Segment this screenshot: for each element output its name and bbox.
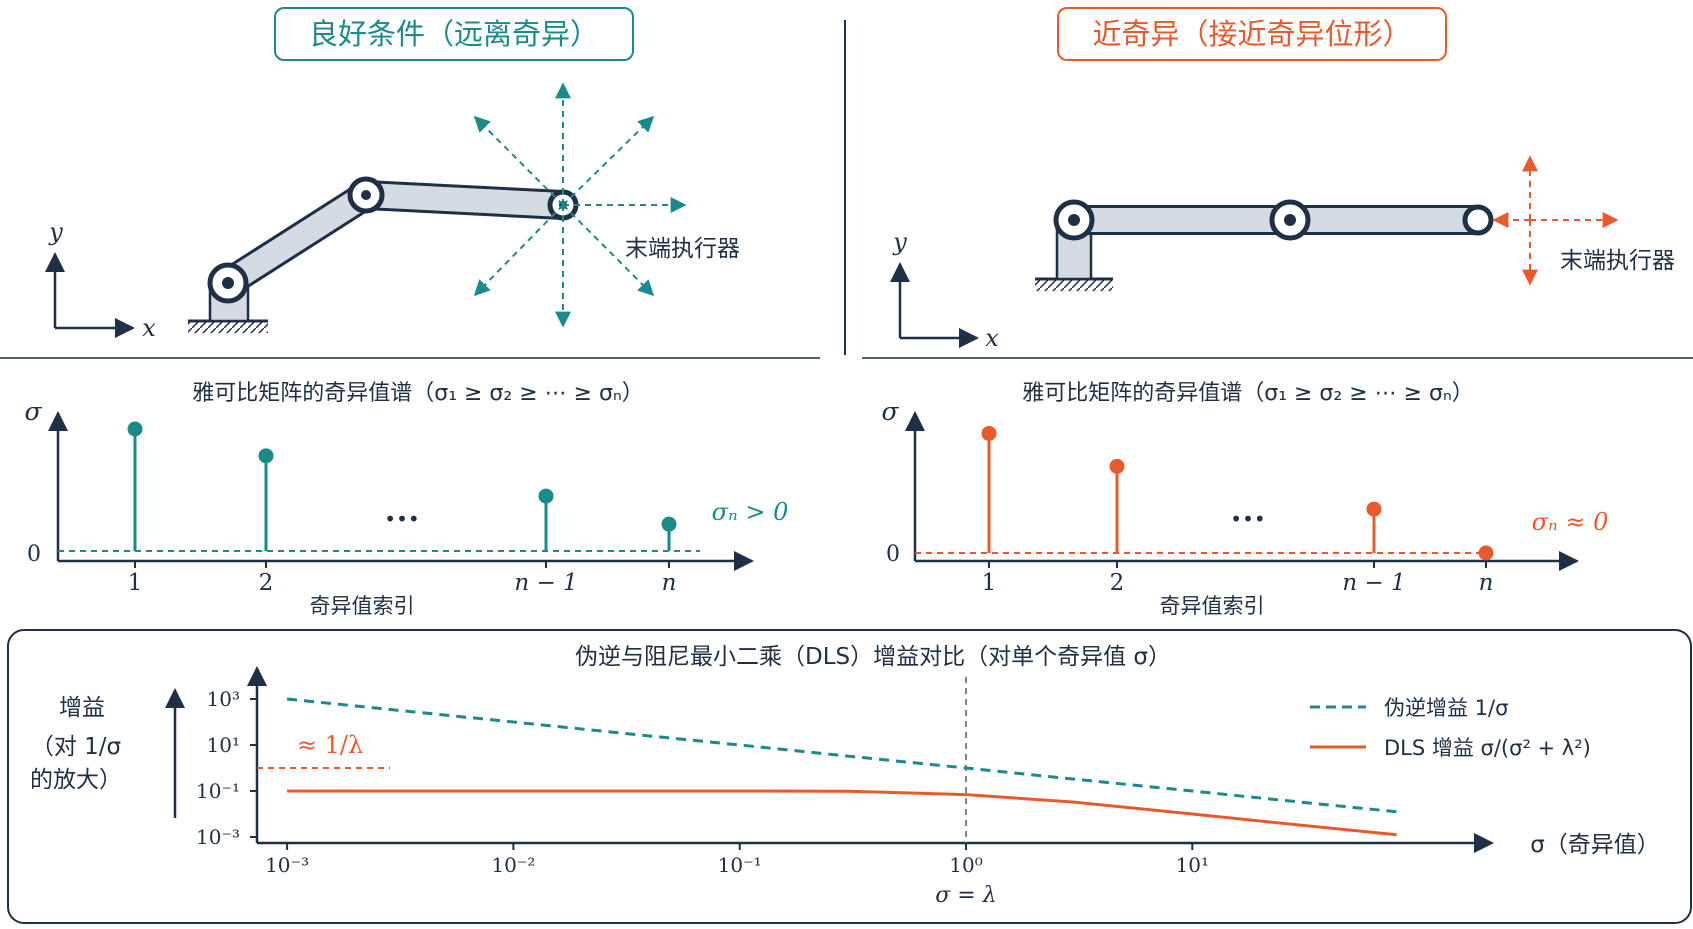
left-spectrum-chart: 雅可比矩阵的奇异值谱（σ₁ ≥ σ₂ ≥ ⋯ ≥ σₙ） σ 0 ••• σₙ …: [24, 381, 788, 618]
left-spectrum-stems: 1 2 n − 1 n: [127, 421, 677, 596]
right-base-ground: [1035, 279, 1113, 291]
gain-y-tick-label-1: 10³: [207, 687, 240, 711]
legend-label-dls: DLS 增益 σ/(σ² + λ²): [1384, 736, 1591, 760]
gain-panel-border: [7, 629, 1692, 924]
left-spectrum-x-title: 奇异值索引: [310, 594, 415, 618]
left-spectrum-stem-head-1: [127, 421, 143, 437]
right-spectrum-stem-head-4: [1478, 545, 1494, 561]
right-effector-label: 末端执行器: [1560, 248, 1675, 274]
left-velocity-arrows: [473, 82, 687, 328]
right-title: 近奇异（接近奇异位形）: [1092, 17, 1411, 51]
right-title-box: [1057, 7, 1447, 61]
gain-x-tick-label-2: 10⁻²: [491, 853, 535, 877]
left-effector-label: 末端执行器: [625, 236, 740, 262]
gain-x-tick-label-5: 10¹: [1176, 853, 1209, 877]
gain-legend: 伪逆增益 1/σ DLS 增益 σ/(σ² + λ²): [1310, 696, 1591, 760]
left-spectrum-tick-label-2: 2: [259, 570, 274, 596]
left-spectrum-tick-label-3: n − 1: [514, 570, 577, 596]
right-spectrum-stem-head-1: [981, 425, 997, 441]
right-spectrum-ellipsis: •••: [1230, 507, 1265, 531]
left-spectrum-stem-head-4: [661, 516, 677, 532]
left-spectrum-stem-head-2: [258, 448, 274, 464]
lambda-marker-label: σ = λ: [935, 883, 996, 908]
gain-x-tick-label-1: 10⁻³: [265, 853, 309, 877]
left-title-box: [274, 7, 634, 61]
gain-y-label-line-2: （对 1/σ: [31, 734, 121, 760]
gain-y-label-line-1: 增益: [59, 695, 105, 721]
gain-y-label-line-3: 的放大）: [30, 767, 122, 793]
left-spectrum-title: 雅可比矩阵的奇异值谱（σ₁ ≥ σ₂ ≥ ⋯ ≥ σₙ）: [192, 381, 644, 406]
gain-x-label: σ（奇异值）: [1530, 832, 1660, 858]
right-spectrum-title: 雅可比矩阵的奇异值谱（σ₁ ≥ σ₂ ≥ ⋯ ≥ σₙ）: [1022, 381, 1474, 406]
left-joint-base-pin: [222, 277, 234, 289]
gain-y-tick-label-2: 10¹: [207, 733, 240, 757]
left-spectrum-tick-label-1: 1: [128, 570, 143, 596]
right-spectrum-zero-label: 0: [886, 542, 900, 567]
gain-y-tick-label-4: 10⁻³: [196, 825, 240, 849]
right-spectrum-chart: 雅可比矩阵的奇异值谱（σ₁ ≥ σ₂ ≥ ⋯ ≥ σₙ） σ 0 ••• σₙ …: [881, 381, 1608, 618]
left-frame-x-label: x: [142, 314, 156, 342]
right-spectrum-stem-head-3: [1366, 501, 1382, 517]
right-spectrum-annotation: σₙ ≈ 0: [1532, 508, 1609, 536]
left-spectrum-tick-label-4: n: [662, 570, 677, 596]
right-spectrum-x-title: 奇异值索引: [1160, 594, 1265, 618]
gain-panel-title: 伪逆与阻尼最小二乘（DLS）增益对比（对单个奇异值 σ）: [575, 644, 1171, 670]
right-robot-panel: 近奇异（接近奇异位形） y x 末端执行器: [890, 7, 1675, 352]
left-link-1-fill: [216, 183, 378, 295]
approx-label: ≈ 1/λ: [297, 731, 363, 759]
right-joint-elbow-pin: [1284, 214, 1296, 226]
left-title: 良好条件（远离奇异）: [309, 17, 599, 51]
left-spectrum-annotation: σₙ > 0: [712, 498, 789, 526]
right-velocity-arrows: [1492, 155, 1619, 286]
gain-y-tick-label-3: 10⁻¹: [196, 779, 240, 803]
left-spectrum-stem-head-3: [538, 488, 554, 504]
left-spectrum-ellipsis: •••: [384, 507, 419, 531]
right-spectrum-stem-head-2: [1109, 458, 1125, 474]
right-spectrum-y-label: σ: [881, 397, 899, 426]
left-base-ground: [188, 321, 268, 333]
right-joint-base-pin: [1068, 214, 1080, 226]
right-frame-y-label: y: [892, 228, 907, 256]
right-spectrum-tick-label-4: n: [1479, 570, 1494, 596]
left-frame-y-label: y: [48, 218, 63, 246]
right-spectrum-stems: 1 2 n − 1 n: [981, 425, 1494, 596]
gain-x-ticks: 10⁻³ 10⁻² 10⁻¹ 10⁰ 10¹: [265, 843, 1209, 877]
left-spectrum-zero-label: 0: [27, 542, 41, 567]
left-link-2-fill: [354, 183, 575, 217]
gain-curves: [286, 697, 1397, 837]
right-end-effector: [1462, 204, 1494, 236]
left-robot-panel: 良好条件（远离奇异） y x 末端执行器: [45, 7, 740, 342]
legend-label-pinv: 伪逆增益 1/σ: [1384, 696, 1508, 720]
right-spectrum-tick-label-2: 2: [1110, 570, 1125, 596]
gain-panel: 伪逆与阻尼最小二乘（DLS）增益对比（对单个奇异值 σ） 增益 （对 1/σ 的…: [7, 629, 1692, 924]
gain-y-label: 增益 （对 1/σ 的放大）: [30, 695, 122, 793]
right-spectrum-tick-label-3: n − 1: [1342, 570, 1405, 596]
right-spectrum-tick-label-1: 1: [982, 570, 997, 596]
left-spectrum-y-label: σ: [24, 397, 42, 426]
gain-x-tick-label-4: 10⁰: [949, 853, 982, 877]
gain-x-tick-label-3: 10⁻¹: [718, 853, 762, 877]
right-frame-x-label: x: [985, 324, 999, 352]
left-joint-elbow-pin: [361, 190, 371, 200]
gain-y-ticks: 10³ 10¹ 10⁻¹ 10⁻³: [196, 687, 257, 849]
